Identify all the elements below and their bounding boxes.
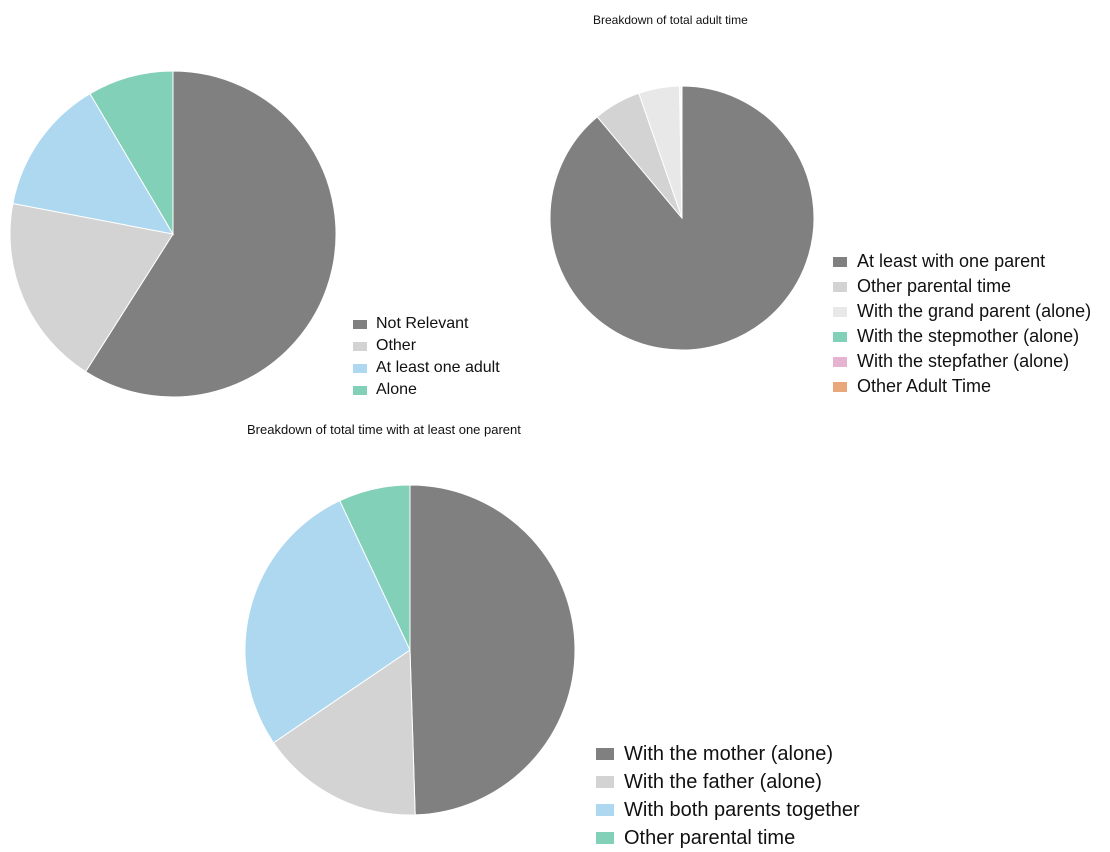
- pie-2-legend-item-other-parental-time: Other parental time: [833, 274, 1091, 299]
- pie-2-legend-label: Other parental time: [857, 276, 1011, 297]
- pie-3-slice-with-the-mother-alone: [410, 485, 575, 815]
- pie-3-legend-label: With the father (alone): [624, 771, 822, 794]
- pie-1-legend-label: Other: [376, 337, 416, 355]
- pie-2-legend-item-at-least-with-one-parent: At least with one parent: [833, 249, 1091, 274]
- pie-3-legend-swatch: [596, 776, 614, 788]
- pie-3-legend: With the mother (alone) With the father …: [596, 740, 860, 852]
- pie-2-legend-item-other-adult-time: Other Adult Time: [833, 374, 1091, 399]
- pie-3-svg: [0, 410, 1110, 849]
- pie-3-legend-item-father: With the father (alone): [596, 768, 860, 796]
- pie-1-legend-swatch: [353, 386, 367, 395]
- pie-1-legend-swatch: [353, 342, 367, 351]
- pie-2-legend-label: With the grand parent (alone): [857, 301, 1091, 322]
- pie-2-legend-label: Other Adult Time: [857, 376, 991, 397]
- pie-2-legend-swatch: [833, 282, 847, 292]
- pie-3-legend-swatch: [596, 804, 614, 816]
- pie-1-legend-swatch: [353, 364, 367, 373]
- pie-1-legend-item-other: Other: [353, 335, 500, 357]
- pie-3-legend-swatch: [596, 832, 614, 844]
- pie-1-legend-item-not-relevant: Not Relevant: [353, 313, 500, 335]
- pie-3-legend-item-both-parents: With both parents together: [596, 796, 860, 824]
- pie-3-legend-label: With the mother (alone): [624, 743, 833, 766]
- pie-1-legend-label: Alone: [376, 381, 417, 399]
- pie-1-legend: Not Relevant Other At least one adult Al…: [353, 313, 500, 401]
- pie-2-legend-item-stepmother: With the stepmother (alone): [833, 324, 1091, 349]
- pie-3-legend-label: With both parents together: [624, 799, 860, 822]
- pie-2-legend-swatch: [833, 257, 847, 267]
- pie-2-legend-item-grand-parent: With the grand parent (alone): [833, 299, 1091, 324]
- pie-2-legend-swatch: [833, 357, 847, 367]
- pie-1-legend-label: At least one adult: [376, 359, 500, 377]
- pie-2-legend-label: At least with one parent: [857, 251, 1045, 272]
- pie-2-legend: At least with one parent Other parental …: [833, 249, 1091, 399]
- pie-3-legend-item-mother: With the mother (alone): [596, 740, 860, 768]
- pie-1-legend-item-at-least-one-adult: At least one adult: [353, 357, 500, 379]
- pie-2-legend-swatch: [833, 307, 847, 317]
- pie-chart-1: Not Relevant Other At least one adult Al…: [0, 0, 520, 410]
- pie-2-legend-label: With the stepfather (alone): [857, 351, 1069, 372]
- pie-2-legend-swatch: [833, 332, 847, 342]
- pie-2-legend-swatch: [833, 382, 847, 392]
- pie-1-legend-swatch: [353, 320, 367, 329]
- pie-1-legend-item-alone: Alone: [353, 379, 500, 401]
- pie-3-legend-label: Other parental time: [624, 827, 795, 850]
- pie-1-legend-label: Not Relevant: [376, 315, 469, 333]
- pie-chart-2: Breakdown of total adult time At least w…: [520, 0, 1110, 410]
- pie-2-legend-label: With the stepmother (alone): [857, 326, 1079, 347]
- pie-chart-3: Breakdown of total time with at least on…: [0, 410, 1110, 849]
- pie-2-legend-item-stepfather: With the stepfather (alone): [833, 349, 1091, 374]
- pie-3-legend-swatch: [596, 748, 614, 760]
- pie-3-legend-item-other-parental: Other parental time: [596, 824, 860, 852]
